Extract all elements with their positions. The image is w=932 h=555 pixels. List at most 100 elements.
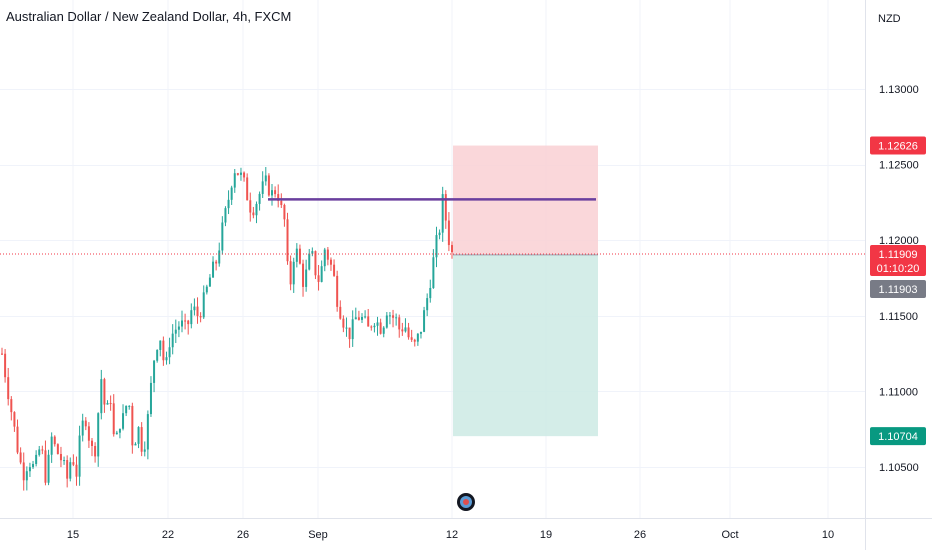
candle-body (125, 405, 128, 414)
price-tick-label: 1.11000 (879, 386, 918, 398)
candle-body (78, 435, 81, 477)
time-tick-label: 12 (446, 529, 458, 541)
candle-body (199, 316, 202, 318)
candle-body (190, 310, 193, 325)
candle-body (361, 317, 363, 320)
candle-body (131, 405, 134, 446)
time-tick-label: 19 (540, 529, 552, 541)
candle-body (261, 181, 264, 194)
candle-body (432, 257, 435, 288)
candle-body (370, 326, 373, 328)
candle-body (264, 175, 267, 182)
candle-body (348, 327, 351, 340)
candle-body (69, 462, 72, 479)
time-tick-label: Sep (308, 529, 328, 541)
candle-body (134, 443, 137, 446)
time-tick-label: 26 (237, 529, 249, 541)
candle-body (63, 460, 66, 462)
candle-body (187, 320, 190, 325)
candle-body (177, 326, 180, 330)
candle-body (329, 259, 332, 265)
candle-body (19, 452, 22, 463)
candle-body (41, 449, 44, 451)
candle-body (258, 193, 261, 204)
candle-body (140, 427, 143, 452)
time-tick-label: 26 (634, 529, 646, 541)
candle-body (249, 200, 252, 213)
candles (1, 167, 453, 491)
candle-body (336, 275, 339, 307)
candle-body (128, 405, 131, 407)
candle-body (208, 277, 211, 287)
candle-body (345, 327, 348, 329)
candle-body (35, 454, 38, 464)
candle-body (314, 251, 317, 276)
candle-body (354, 317, 357, 320)
candle-body (342, 318, 345, 328)
candle-body (181, 320, 183, 327)
time-tick-label: Oct (721, 529, 738, 541)
candle-body (112, 403, 115, 435)
candle-body (16, 426, 19, 453)
candle-body (53, 436, 56, 445)
candle-body (326, 249, 329, 260)
candle-body (22, 462, 25, 481)
candle-body (1, 353, 3, 355)
candle-body (10, 399, 13, 413)
candle-body (212, 261, 215, 278)
candle-body (239, 172, 242, 175)
candle-body (32, 463, 35, 468)
candle-body (59, 453, 62, 461)
candle-body (221, 222, 224, 251)
candle-body (317, 275, 320, 282)
candle-body (13, 412, 16, 427)
candle-body (196, 306, 199, 317)
price-tick-label: 1.12500 (879, 160, 919, 172)
candle-body (283, 204, 286, 220)
target-badge: 1.10704 (870, 427, 926, 446)
candle-body (323, 249, 326, 267)
candle-body (246, 177, 249, 201)
price-tick-label: 1.12000 (879, 235, 919, 247)
last-price-badge-bg (870, 244, 926, 276)
price-tick-label: 1.10500 (879, 462, 919, 474)
candle-body (137, 427, 140, 444)
candle-body (407, 327, 410, 338)
candle-body (277, 194, 280, 201)
candle-body (351, 319, 354, 340)
candle-body (382, 327, 385, 334)
candle-body (171, 333, 174, 348)
stop-badge-bg (870, 136, 926, 155)
candle-body (100, 379, 103, 414)
candle-body (122, 413, 125, 429)
candle-body (227, 199, 230, 209)
candle-body (168, 347, 171, 358)
candle-body (218, 250, 221, 264)
candle-body (87, 426, 90, 441)
candle-body (308, 253, 311, 270)
price-tick-label: 1.11500 (879, 311, 918, 323)
candle-body (165, 357, 168, 361)
candle-body (320, 266, 323, 282)
candle-body (292, 261, 295, 285)
candle-body (416, 333, 419, 342)
candle-body (451, 245, 453, 253)
candle-body (81, 420, 84, 436)
candle-body (143, 449, 146, 452)
candle-body (233, 173, 236, 188)
entry-badge-bg (870, 279, 926, 298)
candle-body (47, 454, 50, 483)
candle-body (423, 310, 426, 332)
candle-body (401, 329, 404, 332)
candle-body (429, 287, 432, 299)
candle-body (224, 208, 227, 223)
position-tool[interactable] (453, 145, 598, 437)
candle-body (159, 340, 162, 350)
candle-body (438, 232, 441, 236)
last-price-text: 1.11909 (879, 249, 918, 261)
countdown-text: 01:10:20 (877, 263, 920, 275)
candle-body (153, 360, 156, 383)
